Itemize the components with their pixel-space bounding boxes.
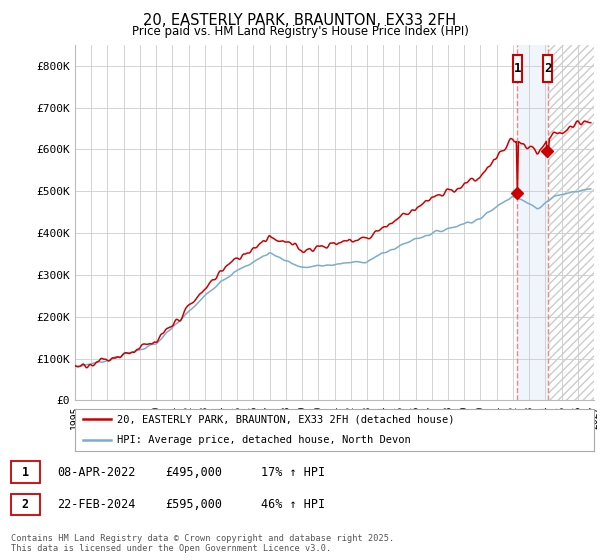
Text: 17% ↑ HPI: 17% ↑ HPI: [261, 465, 325, 479]
FancyBboxPatch shape: [513, 55, 522, 82]
Bar: [548, 45, 594, 400]
Text: 2: 2: [22, 498, 29, 511]
Text: 08-APR-2022: 08-APR-2022: [57, 465, 136, 479]
Text: HPI: Average price, detached house, North Devon: HPI: Average price, detached house, Nort…: [116, 435, 410, 445]
Text: 20, EASTERLY PARK, BRAUNTON, EX33 2FH (detached house): 20, EASTERLY PARK, BRAUNTON, EX33 2FH (d…: [116, 414, 454, 424]
Text: 1: 1: [22, 465, 29, 479]
Text: 2: 2: [544, 62, 551, 75]
Text: £495,000: £495,000: [165, 465, 222, 479]
Text: 20, EASTERLY PARK, BRAUNTON, EX33 2FH: 20, EASTERLY PARK, BRAUNTON, EX33 2FH: [143, 13, 457, 29]
Text: Price paid vs. HM Land Registry's House Price Index (HPI): Price paid vs. HM Land Registry's House …: [131, 25, 469, 38]
Text: Contains HM Land Registry data © Crown copyright and database right 2025.
This d: Contains HM Land Registry data © Crown c…: [11, 534, 394, 553]
Text: 1: 1: [514, 62, 521, 75]
Text: £595,000: £595,000: [165, 498, 222, 511]
Bar: [517, 45, 548, 400]
Text: 46% ↑ HPI: 46% ↑ HPI: [261, 498, 325, 511]
FancyBboxPatch shape: [544, 55, 552, 82]
Text: 22-FEB-2024: 22-FEB-2024: [57, 498, 136, 511]
